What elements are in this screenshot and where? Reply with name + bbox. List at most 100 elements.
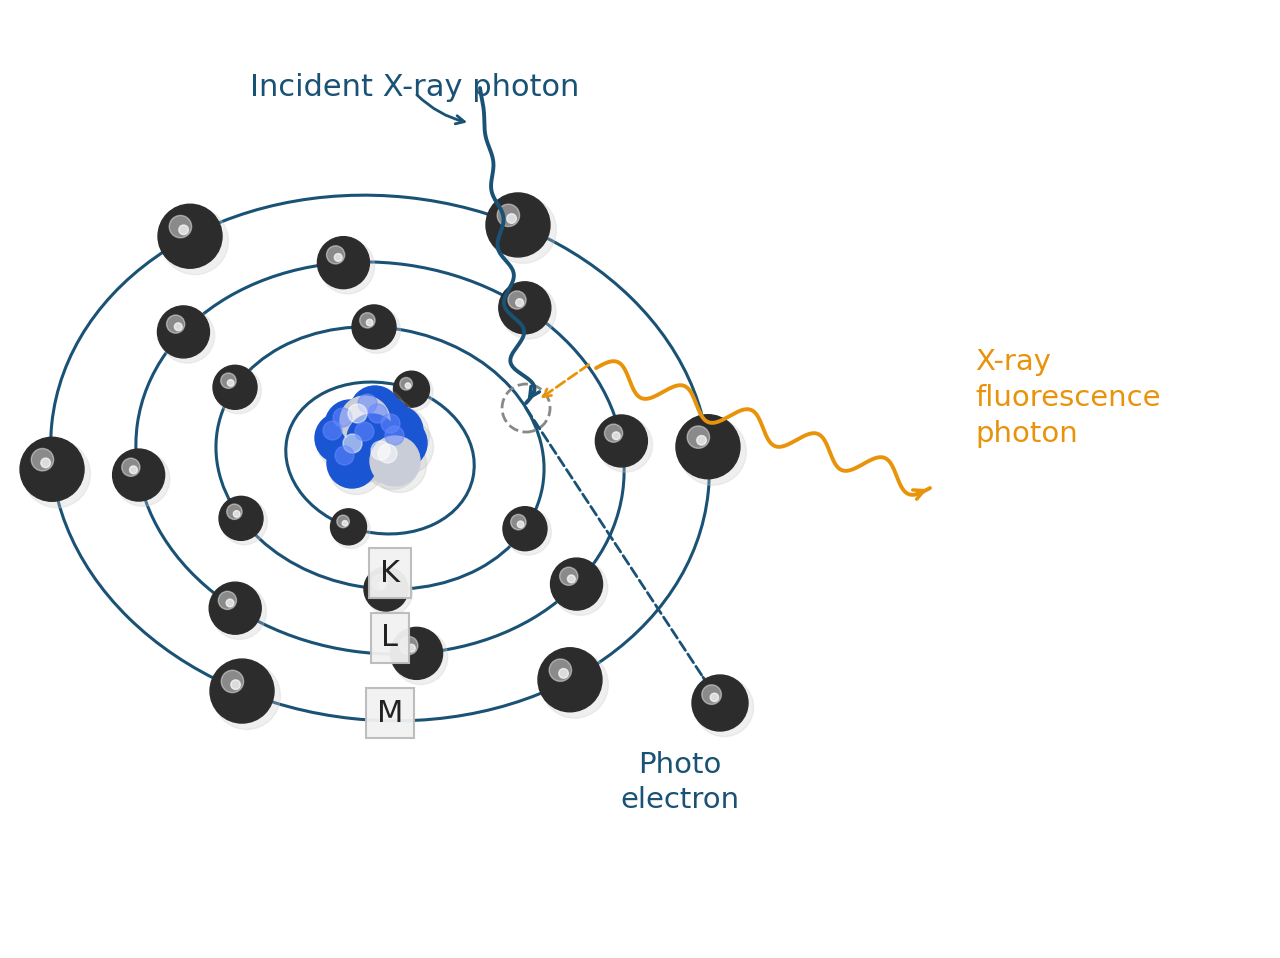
Circle shape: [701, 685, 722, 704]
Circle shape: [20, 437, 84, 501]
Circle shape: [692, 675, 748, 731]
Circle shape: [23, 441, 91, 508]
Circle shape: [407, 644, 415, 652]
Circle shape: [317, 237, 370, 288]
Circle shape: [220, 373, 236, 388]
Circle shape: [115, 451, 170, 506]
Circle shape: [326, 401, 381, 457]
Circle shape: [221, 498, 268, 545]
Circle shape: [676, 415, 740, 479]
Text: M: M: [376, 698, 403, 727]
Circle shape: [595, 415, 648, 467]
Circle shape: [337, 515, 349, 528]
Circle shape: [355, 422, 374, 441]
Circle shape: [541, 651, 608, 718]
Circle shape: [228, 379, 234, 386]
Circle shape: [361, 398, 416, 452]
Circle shape: [499, 282, 550, 333]
Circle shape: [315, 413, 365, 463]
Circle shape: [696, 436, 707, 445]
Circle shape: [364, 433, 413, 483]
Circle shape: [333, 511, 370, 548]
Circle shape: [486, 193, 550, 257]
Text: Photo
electron: Photo electron: [621, 751, 740, 813]
Text: Incident X-ray photon: Incident X-ray photon: [250, 74, 580, 103]
Circle shape: [381, 414, 399, 433]
Circle shape: [215, 368, 261, 414]
Circle shape: [506, 509, 552, 555]
Circle shape: [342, 520, 348, 526]
Circle shape: [333, 408, 352, 427]
Circle shape: [343, 434, 362, 453]
Circle shape: [371, 441, 390, 460]
Circle shape: [371, 575, 387, 590]
Circle shape: [113, 449, 165, 501]
Circle shape: [507, 214, 516, 223]
Circle shape: [230, 680, 241, 690]
Circle shape: [567, 575, 575, 582]
Circle shape: [160, 308, 215, 363]
Circle shape: [511, 514, 526, 530]
Circle shape: [347, 414, 397, 464]
Circle shape: [360, 312, 375, 328]
Circle shape: [340, 396, 390, 446]
Circle shape: [334, 254, 342, 262]
Circle shape: [559, 567, 577, 585]
Circle shape: [129, 466, 137, 474]
Circle shape: [212, 365, 257, 409]
Circle shape: [612, 432, 620, 440]
Circle shape: [329, 440, 384, 494]
Circle shape: [489, 196, 557, 263]
Circle shape: [366, 319, 372, 326]
Circle shape: [502, 285, 556, 339]
Circle shape: [209, 582, 261, 634]
Circle shape: [379, 420, 434, 474]
Circle shape: [337, 427, 392, 483]
Circle shape: [680, 418, 746, 485]
Circle shape: [348, 404, 367, 423]
Circle shape: [169, 216, 192, 238]
Circle shape: [406, 383, 411, 388]
Circle shape: [372, 406, 422, 456]
Text: L: L: [381, 624, 398, 652]
Circle shape: [326, 438, 378, 488]
Circle shape: [323, 421, 342, 440]
Circle shape: [503, 507, 547, 551]
Circle shape: [393, 371, 430, 407]
Circle shape: [687, 426, 709, 448]
Circle shape: [559, 669, 568, 678]
Circle shape: [598, 418, 653, 472]
Text: X-ray
fluorescence
photon: X-ray fluorescence photon: [975, 349, 1161, 447]
Circle shape: [553, 560, 608, 615]
Circle shape: [210, 659, 274, 723]
Circle shape: [508, 291, 526, 309]
Circle shape: [31, 448, 54, 471]
Circle shape: [695, 678, 754, 737]
Circle shape: [517, 521, 524, 528]
Circle shape: [604, 424, 622, 443]
Circle shape: [122, 458, 140, 476]
Circle shape: [179, 225, 188, 235]
Circle shape: [221, 671, 243, 693]
Circle shape: [320, 240, 375, 294]
Circle shape: [325, 400, 375, 450]
Circle shape: [358, 394, 378, 413]
Circle shape: [549, 659, 572, 681]
Circle shape: [174, 323, 182, 331]
Circle shape: [166, 315, 184, 333]
Circle shape: [371, 438, 426, 492]
Text: K: K: [380, 559, 399, 587]
Circle shape: [335, 426, 385, 476]
Circle shape: [326, 246, 344, 264]
Circle shape: [157, 306, 210, 358]
Circle shape: [352, 305, 396, 349]
Circle shape: [348, 416, 403, 470]
Circle shape: [364, 567, 408, 611]
Circle shape: [161, 208, 228, 275]
Circle shape: [550, 559, 603, 610]
Circle shape: [375, 407, 430, 463]
Circle shape: [352, 387, 407, 443]
Circle shape: [342, 398, 397, 452]
Circle shape: [365, 435, 420, 490]
Circle shape: [355, 308, 401, 354]
